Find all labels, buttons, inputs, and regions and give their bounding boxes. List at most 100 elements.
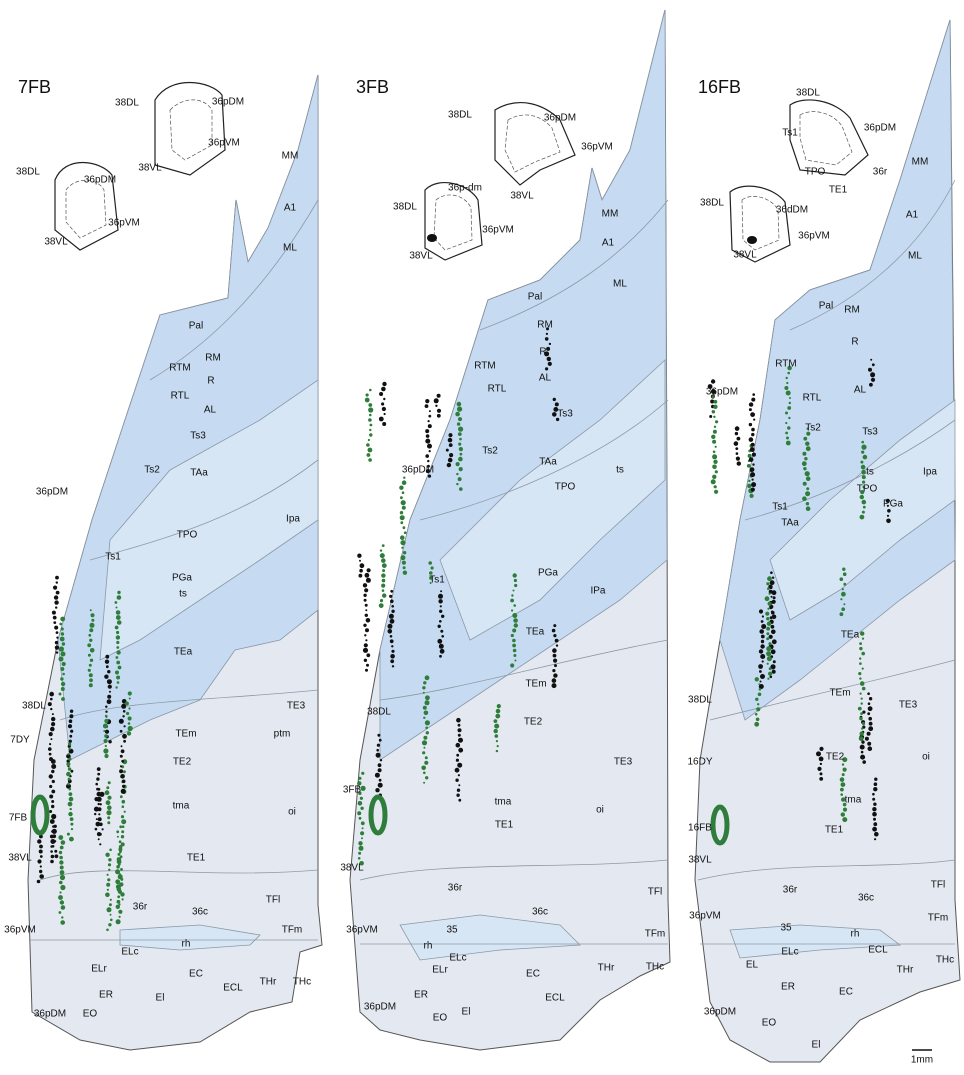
labeled-cell (379, 759, 383, 762)
labeled-cell (365, 393, 369, 397)
labeled-cell (458, 798, 462, 802)
region-label: R (539, 347, 546, 358)
labeled-cell (39, 869, 43, 874)
region-label: EO (83, 1009, 98, 1020)
labeled-cell (55, 606, 58, 609)
region-label: TAa (781, 518, 799, 529)
labeled-cell (401, 505, 406, 510)
labeled-cell (59, 865, 64, 870)
labeled-cell (459, 487, 463, 491)
labeled-cell (754, 721, 760, 727)
labeled-cell (400, 521, 404, 525)
labeled-cell (422, 705, 427, 710)
labeled-cell (868, 721, 873, 726)
labeled-cell (365, 577, 371, 583)
labeled-cell (109, 898, 112, 901)
labeled-cell (750, 472, 756, 478)
labeled-cell (366, 453, 371, 457)
labeled-cell (862, 505, 866, 509)
labeled-cell (69, 807, 72, 811)
labeled-cell (867, 712, 871, 716)
labeled-cell (843, 603, 846, 606)
labeled-cell (802, 481, 807, 486)
labeled-cell (750, 487, 755, 492)
labeled-cell (58, 692, 62, 696)
labeled-cell (803, 467, 807, 471)
labeled-cell (378, 416, 384, 422)
injection-site (30, 794, 50, 836)
labeled-cell (425, 434, 430, 438)
labeled-cell (427, 464, 430, 468)
labeled-cell (752, 463, 755, 466)
region-label: AL (204, 405, 217, 416)
labeled-cell (105, 800, 111, 806)
labeled-cell (766, 646, 772, 652)
labeled-cell (391, 609, 395, 613)
labeled-cell (376, 743, 380, 747)
injection-mark (747, 236, 757, 244)
labeled-cell (868, 697, 873, 701)
labeled-cell (365, 628, 369, 633)
labeled-cell (127, 725, 133, 732)
labeled-cell (364, 634, 367, 637)
labeled-cell (120, 815, 125, 819)
labeled-cell (121, 819, 127, 825)
region-label: EL (746, 960, 759, 971)
labeled-cell (545, 367, 549, 371)
labeled-cell (860, 631, 865, 636)
region-label: 36r (448, 883, 463, 894)
labeled-cell (89, 622, 95, 628)
labeled-cell (712, 439, 717, 444)
labeled-cell (375, 788, 380, 793)
labeled-cell (423, 716, 426, 719)
labeled-cell (839, 777, 845, 782)
labeled-cell (458, 467, 463, 472)
labeled-cell (448, 433, 453, 438)
labeled-cell (768, 667, 772, 671)
labeled-cell (552, 669, 556, 673)
labeled-cell (114, 601, 118, 604)
labeled-cell (383, 412, 386, 416)
inset-label: TPO (805, 167, 826, 178)
region-label: IPa (590, 586, 605, 597)
labeled-cell (802, 496, 807, 502)
labeled-cell (109, 913, 112, 916)
labeled-cell (60, 840, 66, 845)
labeled-cell (785, 440, 791, 446)
region-label: 7FB (9, 813, 28, 824)
labeled-cell (512, 628, 517, 633)
labeled-cell (115, 606, 118, 609)
labeled-cell (862, 485, 866, 489)
labeled-cell (758, 688, 762, 691)
labeled-cell (101, 828, 104, 831)
labeled-cell (551, 683, 557, 689)
labeled-cell (872, 807, 877, 812)
labeled-cell (363, 658, 368, 662)
labeled-cell (120, 868, 123, 871)
labeled-cell (401, 491, 405, 495)
labeled-cell (51, 764, 57, 769)
labeled-cell (457, 406, 463, 412)
labeled-cell (60, 627, 64, 631)
labeled-cell (553, 624, 557, 628)
labeled-cell (126, 711, 130, 716)
labeled-cell (734, 426, 740, 431)
labeled-cell (555, 417, 560, 422)
labeled-cell (358, 791, 362, 795)
region-label: TEa (526, 627, 545, 638)
labeled-cell (767, 601, 772, 606)
region-label: TE1 (187, 853, 206, 864)
inset-label: 36pDM (544, 113, 576, 124)
region-label: ts (179, 589, 187, 600)
labeled-cell (401, 480, 407, 486)
labeled-cell (457, 723, 461, 727)
labeled-cell (842, 572, 847, 576)
labeled-cell (422, 691, 425, 694)
labeled-cell (736, 461, 741, 466)
labeled-cell (428, 410, 431, 413)
labeled-cell (873, 817, 876, 821)
labeled-cell (103, 730, 106, 732)
labeled-cell (439, 609, 443, 613)
labeled-cell (119, 769, 124, 774)
region-label: TFl (266, 895, 280, 906)
